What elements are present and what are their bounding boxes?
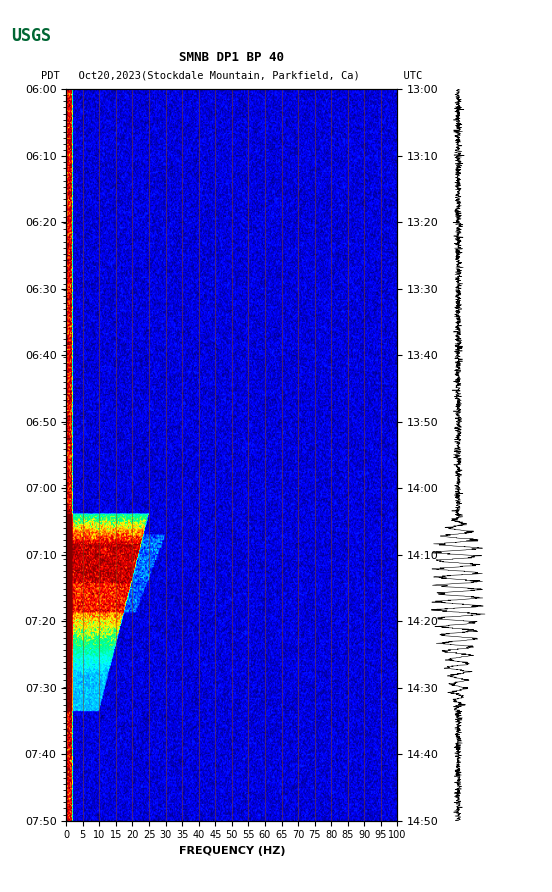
- Text: USGS: USGS: [11, 27, 51, 45]
- Text: SMNB DP1 BP 40: SMNB DP1 BP 40: [179, 52, 284, 64]
- X-axis label: FREQUENCY (HZ): FREQUENCY (HZ): [179, 846, 285, 856]
- Text: PDT   Oct20,2023(Stockdale Mountain, Parkfield, Ca)       UTC: PDT Oct20,2023(Stockdale Mountain, Parkf…: [41, 70, 422, 81]
